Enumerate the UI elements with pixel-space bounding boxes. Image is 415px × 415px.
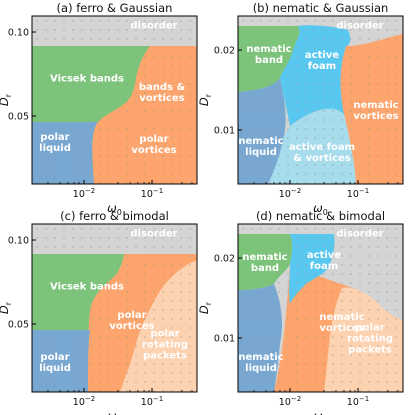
panel-b-title: (b) nematic & Gaussian [253,1,389,15]
panel-c-label-2: polar vortices [109,310,154,332]
panel-b-label-3: nematic vortices [353,100,398,122]
panel-d-ylabel: Dr [197,301,213,314]
panel-c-sample-dots [36,228,191,392]
panel-d-regions [238,224,403,392]
panel-c-xtick-0: 10−2 [73,395,95,408]
panel-d-label-3: nematic vortices [319,312,364,334]
panel-d-xtick-1: 10−1 [347,395,369,408]
panel-d-label-4: nematic liquid [238,352,283,374]
panel-b-regions [238,16,403,184]
panel-c-title: (c) ferro & bimodal [60,209,169,223]
panel-b-region-nematic-liquid [238,78,286,184]
panel-d-region-active-foam [289,234,335,304]
panel-c-ytick-0: 0.10 [8,236,29,247]
panel-c-label-1: Vicsek bands [50,282,124,293]
panel-a-label-0: disorder [130,21,177,32]
panel-d-label-1: nematic band [242,252,287,274]
panel-b-frame [237,15,404,185]
panel-b-ytick-0: 0.02 [214,46,235,57]
panel-b: disorder nematic band active foam nematic vort… [197,1,404,217]
panel-d-ytick-1: 0.01 [214,334,235,345]
panel-c-label-0: disorder [130,229,177,240]
panel-b-label-5: active foam & vortices [289,142,355,164]
panel-c-region-polar-rotating-packets [120,260,197,392]
panel-c-regions [32,224,197,392]
panel-b-ylabel: Dr [197,93,213,106]
panel-d-region-nematic-liquid [238,284,282,392]
panel-c: disorder Vicsek bands polar vortices polar li… [0,209,198,415]
panel-b-label-0: disorder [336,21,383,32]
panel-a: disorder Vicsek bands bands & vortices polar… [0,1,198,217]
panel-d: disorder nematic band active foam nematic vort… [197,209,404,415]
panel-a-ylabel: Dr [0,93,13,106]
panel-d-title: (d) nematic & bimodal [256,209,385,223]
panel-b-region-active-foam-vortices [268,108,356,184]
panel-c-xlabel: ω0 [107,409,122,415]
panel-a-ytick-0: 0.10 [8,28,29,39]
panel-b-region-nematic-band [238,26,300,92]
panel-d-ytick-0: 0.02 [214,254,235,265]
panel-a-frame [31,15,198,185]
panel-c-frame [31,223,198,393]
panel-a-label-4: polar vortices [131,134,176,156]
panel-d-region-polar-rotating-packets [324,287,403,392]
panel-c-ytick-1: 0.05 [8,320,29,331]
panel-c-ylabel: Dr [0,301,13,314]
panel-d-label-2: active foam [307,250,341,272]
panel-a-regions [32,16,197,184]
panel-b-sample-dots [242,20,397,184]
panel-a-ytick-1: 0.05 [8,112,29,123]
panel-d-label-5: polar rotating packets [347,323,393,356]
panel-a-label-3: polar liquid [39,132,71,154]
panel-d-sample-dots [242,228,397,392]
panel-c-label-4: polar rotating packets [142,329,188,362]
panel-a-label-1: Vicsek bands [50,74,124,85]
panel-b-label-2: active foam [305,50,339,72]
panel-a-xlabel: ω0 [107,201,122,217]
panel-d-xtick-0: 10−2 [279,395,301,408]
panel-b-label-4: nematic liquid [238,136,283,158]
panel-a-label-2: bands & vortices [139,82,186,104]
panel-b-xtick-1: 10−1 [347,187,369,200]
panel-b-ytick-1: 0.01 [214,126,235,137]
panel-a-xtick-0: 10−2 [73,187,95,200]
panel-c-xtick-1: 10−1 [141,395,163,408]
panel-d-xlabel: ω0 [313,409,328,415]
panel-a-region-polar-vortices [92,46,197,184]
panel-d-region-nematic-band [238,234,293,290]
panel-b-label-1: nematic band [246,44,291,66]
panel-b-xtick-0: 10−2 [279,187,301,200]
panel-a-title: (a) ferro & Gaussian [57,1,173,15]
panel-d-frame [237,223,404,393]
panel-a-sample-dots [36,20,191,184]
panel-a-xtick-1: 10−1 [141,187,163,200]
panel-b-xlabel: ω0 [313,201,328,217]
panel-d-label-0: disorder [336,229,383,240]
panel-c-label-3: polar liquid [39,352,71,374]
